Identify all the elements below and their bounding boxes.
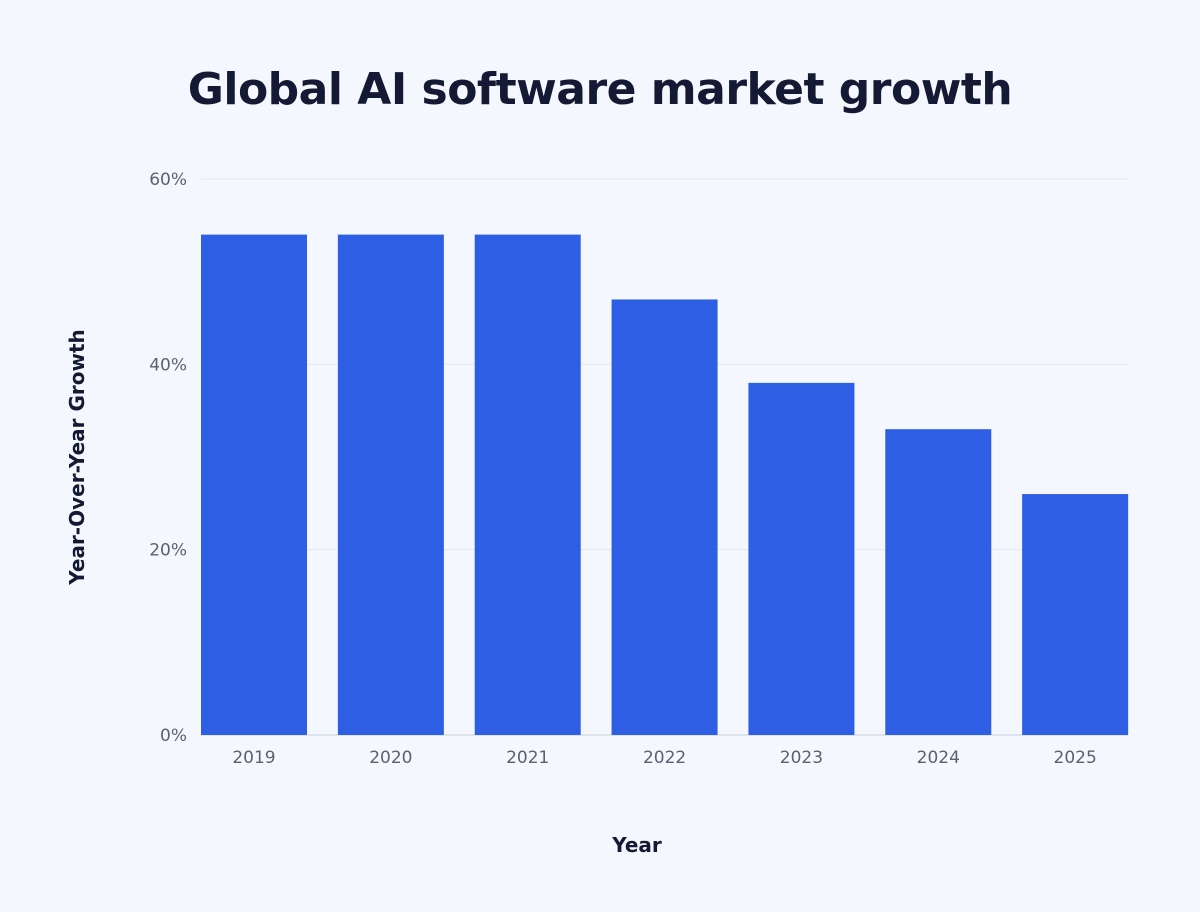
chart-title: Global AI software market growth [187, 64, 1013, 115]
x-tick-label: 2021 [506, 748, 549, 768]
x-tick-label: 2020 [369, 748, 412, 768]
x-axis-label: Year [611, 833, 662, 857]
bar-2020 [337, 234, 444, 735]
bar-2023 [748, 382, 855, 735]
x-tick-label: 2024 [917, 748, 960, 768]
bar-2022 [611, 299, 718, 735]
x-tick-label: 2025 [1054, 748, 1097, 768]
bar-2025 [1022, 494, 1129, 735]
x-tick-label: 2022 [643, 748, 686, 768]
y-axis-label: Year-Over-Year Growth [65, 329, 89, 586]
bar-2019 [201, 234, 307, 735]
bar-2024 [885, 429, 992, 735]
bar-2021 [474, 234, 581, 735]
x-tick-label: 2019 [232, 748, 275, 768]
y-tick-label: 60% [149, 170, 187, 190]
y-tick-label: 0% [160, 726, 187, 746]
y-tick-label: 40% [149, 355, 187, 375]
x-tick-label: 2023 [780, 748, 823, 768]
y-tick-label: 20% [149, 541, 187, 561]
